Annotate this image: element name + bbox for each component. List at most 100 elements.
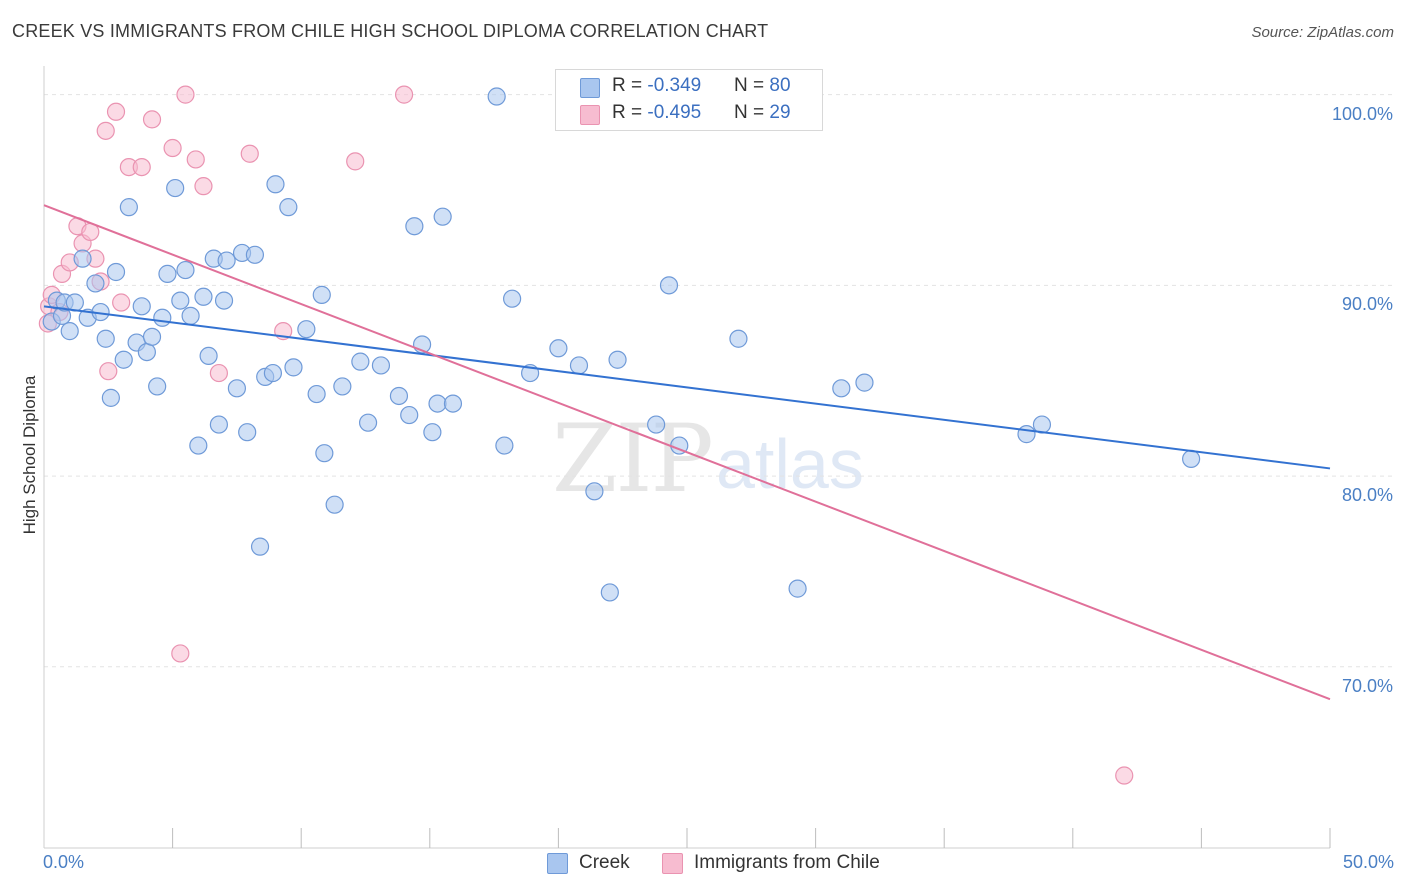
creek-point xyxy=(647,415,666,434)
legend-chile-label: Immigrants from Chile xyxy=(694,852,880,873)
x-tick-label: 0.0% xyxy=(43,852,85,872)
x-tick-label: 50.0% xyxy=(1342,852,1394,872)
chile-point xyxy=(96,121,115,140)
chile-point xyxy=(394,85,414,104)
legend-creek-label: Creek xyxy=(579,852,630,873)
creek-point xyxy=(433,207,452,226)
chile-point xyxy=(171,644,190,663)
creek-point xyxy=(101,388,120,407)
creek-point xyxy=(96,329,115,348)
creek-point xyxy=(263,363,283,383)
creek-point xyxy=(284,358,303,377)
creek-point xyxy=(250,537,270,556)
axes xyxy=(43,66,1331,849)
creek-point xyxy=(73,249,92,268)
creek-point xyxy=(325,495,344,514)
creek-point xyxy=(214,291,234,310)
creek-point xyxy=(199,346,218,366)
creek-point xyxy=(297,320,316,339)
creek-point xyxy=(389,386,409,406)
creek-point xyxy=(227,379,246,398)
creek-point xyxy=(166,178,185,198)
creek-point xyxy=(549,339,568,358)
legend-swatch-creek xyxy=(580,78,600,98)
creek-point xyxy=(114,350,133,369)
stats-legend: R = -0.349 N = 80 R = -0.495 N = 29 xyxy=(555,69,823,131)
watermark-atlas: atlas xyxy=(716,425,864,503)
chile-point xyxy=(346,152,365,171)
creek-point xyxy=(358,413,378,432)
creek-point xyxy=(1182,449,1201,469)
legend-r-chile: R = -0.495 xyxy=(612,102,702,123)
creek-point xyxy=(158,264,177,283)
creek-point xyxy=(503,289,522,308)
creek-point xyxy=(171,291,190,310)
y-tick-label: 70.0% xyxy=(1341,675,1393,696)
legend-r-creek: R = -0.349 xyxy=(612,75,702,96)
legend-creek-swatch xyxy=(547,853,568,874)
chile-point xyxy=(240,144,259,163)
gridlines xyxy=(44,94,1395,668)
legend-n-creek: N = 80 xyxy=(734,75,791,96)
chile-trend-line xyxy=(43,204,1331,701)
creek-point xyxy=(788,579,807,598)
creek-point xyxy=(148,377,167,396)
creek-point xyxy=(153,308,172,327)
creek-point xyxy=(400,405,419,425)
creek-point xyxy=(608,350,627,369)
creek-point xyxy=(428,394,447,413)
legend-n-chile: N = 29 xyxy=(734,102,791,123)
chile-point xyxy=(142,110,162,129)
creek-point xyxy=(600,583,619,602)
creek-point xyxy=(659,276,679,295)
creek-point xyxy=(238,423,257,442)
creek-point xyxy=(86,274,105,293)
y-tick-label: 80.0% xyxy=(1341,485,1393,506)
y-tick-label: 90.0% xyxy=(1341,294,1393,315)
chile-point xyxy=(1115,766,1134,785)
creek-point xyxy=(585,482,604,501)
creek-point xyxy=(142,327,162,346)
chile-point xyxy=(194,177,213,196)
creek-point xyxy=(495,436,514,455)
creek-points xyxy=(42,87,1201,602)
creek-point xyxy=(312,285,331,304)
creek-point xyxy=(266,175,285,194)
y-tick-label: 100.0% xyxy=(1331,103,1393,124)
creek-point xyxy=(176,260,195,280)
creek-point xyxy=(423,423,442,442)
creek-point xyxy=(487,87,506,106)
creek-point xyxy=(569,356,589,375)
chile-point xyxy=(132,157,151,177)
legend-row-creek: R = -0.349 N = 80 xyxy=(556,75,822,99)
creek-point xyxy=(371,356,391,375)
creek-point xyxy=(333,377,352,396)
creek-point xyxy=(106,262,126,282)
chile-point xyxy=(176,85,195,104)
trend-lines xyxy=(43,204,1331,701)
creek-point xyxy=(405,217,424,236)
creek-point xyxy=(315,444,334,463)
creek-point xyxy=(1017,425,1036,444)
chart-source: Source: ZipAtlas.com xyxy=(1251,24,1394,41)
creek-point xyxy=(307,384,326,404)
creek-point xyxy=(832,379,851,398)
creek-point xyxy=(351,352,370,371)
creek-point xyxy=(194,287,213,306)
creek-trend-line xyxy=(43,305,1331,470)
creek-point xyxy=(217,251,236,270)
watermark-zip: ZIP xyxy=(552,405,714,514)
creek-point xyxy=(181,306,200,325)
legend-row-chile: R = -0.495 N = 29 xyxy=(556,102,822,126)
legend-swatch-chile xyxy=(580,105,600,125)
legend-chile-swatch xyxy=(662,853,683,874)
creek-point xyxy=(119,198,138,217)
creek-point xyxy=(443,394,463,413)
creek-point xyxy=(60,322,79,341)
chile-point xyxy=(106,102,126,121)
creek-point xyxy=(137,342,156,362)
chile-point xyxy=(209,363,228,383)
chile-point xyxy=(163,138,182,158)
creek-point xyxy=(279,198,298,217)
